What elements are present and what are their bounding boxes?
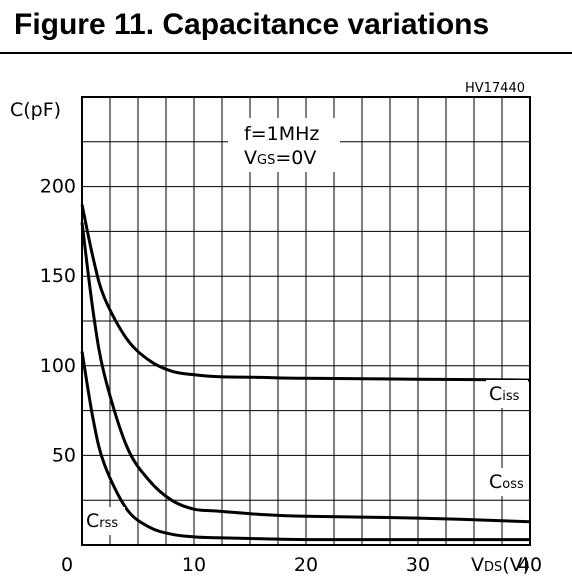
x-tick-label: 30 <box>406 554 430 576</box>
figure-code: HV17440 <box>465 81 525 96</box>
coss-label: Coss <box>489 471 524 493</box>
x-tick-label: 20 <box>294 554 318 576</box>
coss-curve <box>80 222 531 524</box>
x-axis-label: VDS(V) <box>471 554 530 576</box>
crss-curve <box>80 351 530 542</box>
ciss-label-background <box>486 380 528 408</box>
ciss-label: Ciss <box>489 383 520 405</box>
y-tick-label: 50 <box>52 444 76 466</box>
x-tick-label: 40 <box>518 554 542 576</box>
x-tick-label: 0 <box>61 554 73 576</box>
figure-title: Figure 11. Capacitance variations <box>14 8 490 41</box>
curves <box>80 204 531 542</box>
crss-label: Crss <box>86 510 118 532</box>
annotation-frequency: f=1MHz <box>244 123 319 145</box>
ciss-curve <box>80 204 531 382</box>
title-divider <box>0 52 572 54</box>
annotation-background <box>228 118 340 172</box>
coss-label-background <box>486 468 528 496</box>
y-tick-label: 100 <box>40 355 76 377</box>
y-tick-label: 200 <box>40 176 76 198</box>
crss-label-background <box>83 507 125 535</box>
x-tick-label: 10 <box>182 554 206 576</box>
series-labels: Ciss Coss Crss <box>83 380 528 535</box>
axis-tick-labels: 0 10 20 30 40 50 100 150 200 <box>40 176 542 576</box>
y-tick-label: 150 <box>40 265 76 287</box>
annotation-vgs: VGS=0V <box>244 147 316 169</box>
y-axis-label: C(pF) <box>10 99 61 121</box>
